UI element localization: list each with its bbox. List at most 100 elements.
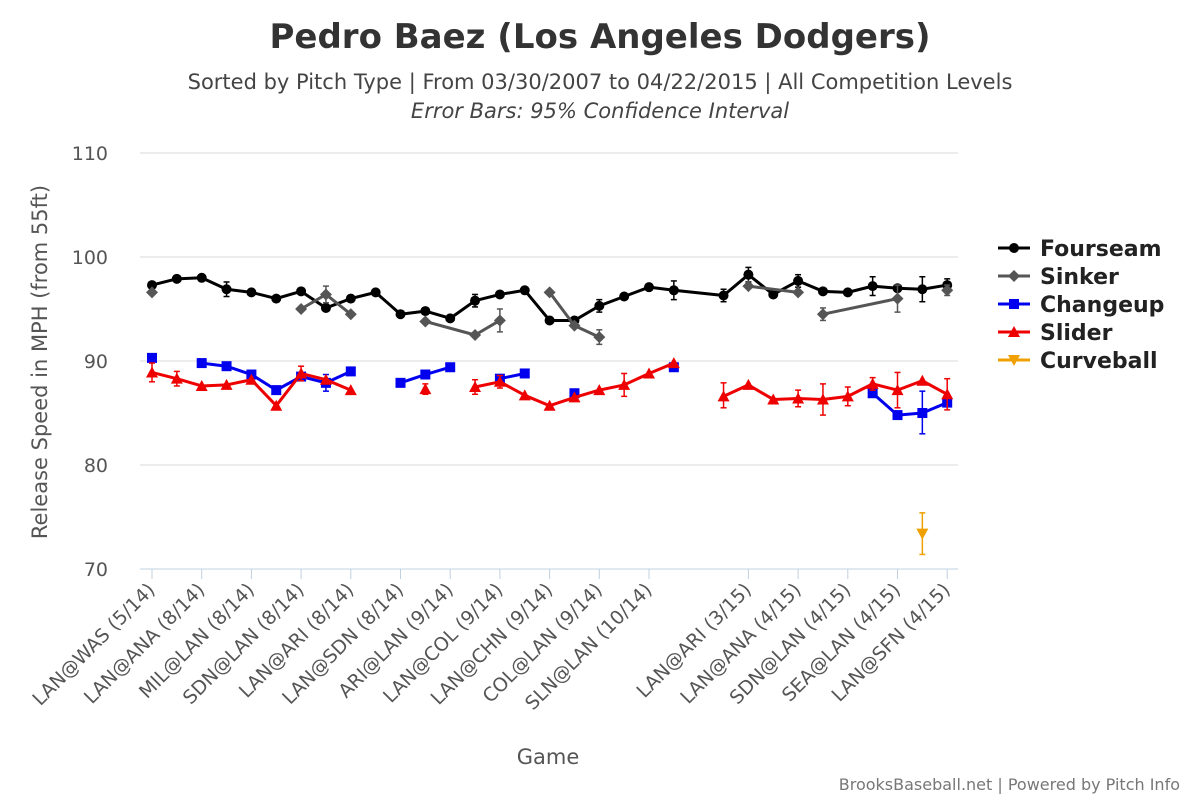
legend-marker-changeup: [1009, 299, 1019, 309]
data-point-slider: [841, 390, 854, 402]
data-point-slider: [146, 366, 158, 378]
legend-label-curveball: Curveball: [1040, 349, 1158, 374]
data-point-sinker: [792, 286, 805, 299]
y-tick-label-70: 70: [84, 559, 108, 581]
chart-title: Pedro Baez (Los Angeles Dodgers): [269, 17, 930, 57]
data-point-fourseam: [544, 315, 555, 326]
credit-text: BrooksBaseball.net | Powered by Pitch In…: [839, 775, 1180, 794]
data-point-fourseam: [644, 282, 654, 293]
data-point-changeup: [196, 358, 207, 369]
data-point-slider: [344, 384, 357, 396]
data-point-fourseam: [817, 286, 828, 297]
data-point-changeup: [892, 410, 903, 421]
y-tick-label-100: 100: [72, 247, 108, 269]
data-point-fourseam: [246, 287, 257, 298]
data-point-fourseam: [668, 285, 679, 296]
data-point-fourseam: [494, 289, 505, 300]
data-point-fourseam: [271, 293, 282, 304]
data-point-slider: [618, 378, 631, 390]
data-point-fourseam: [917, 284, 928, 295]
data-point-fourseam: [345, 293, 356, 304]
data-point-sinker: [419, 315, 432, 328]
data-point-changeup: [420, 369, 431, 380]
y-axis-title: Release Speed in MPH (from 55ft): [28, 185, 52, 539]
y-tick-label-80: 80: [84, 455, 108, 477]
legend-label-slider: Slider: [1040, 321, 1113, 346]
data-point-slider: [941, 388, 954, 400]
y-tick-label-90: 90: [84, 351, 108, 373]
data-point-changeup: [395, 377, 406, 388]
data-point-changeup: [345, 366, 356, 377]
data-point-fourseam: [743, 269, 754, 280]
data-point-fourseam: [296, 286, 307, 297]
data-point-fourseam: [171, 273, 182, 284]
data-point-slider: [916, 374, 929, 386]
data-point-slider: [792, 392, 805, 404]
data-point-fourseam: [196, 272, 207, 283]
series-sinker: [146, 280, 954, 346]
data-point-fourseam: [470, 295, 481, 306]
grid: 70 80 90 100 110: [72, 143, 958, 581]
data-point-fourseam: [768, 289, 779, 300]
legend-item-sinker[interactable]: Sinker: [998, 265, 1119, 290]
data-point-changeup: [147, 352, 157, 363]
y-tick-label-110: 110: [72, 143, 108, 165]
data-point-slider: [195, 379, 208, 391]
data-point-slider: [270, 399, 283, 411]
data-point-curveball: [916, 528, 929, 540]
data-point-changeup: [445, 362, 456, 373]
data-point-slider: [319, 373, 332, 385]
data-point-slider: [493, 375, 506, 387]
x-axis: LAN@WAS (5/14)LAN@ANA (8/14)MIL@LAN (8/1…: [28, 568, 958, 715]
data-point-slider: [518, 389, 531, 401]
data-point-sinker: [295, 303, 308, 315]
data-point-fourseam: [619, 291, 630, 302]
series-changeup: [147, 352, 953, 435]
x-axis-title: Game: [517, 745, 580, 769]
legend-item-changeup[interactable]: Changeup: [998, 293, 1164, 318]
data-point-sinker: [469, 329, 482, 341]
data-point-fourseam: [395, 309, 406, 320]
data-point-sinker: [891, 292, 904, 305]
series-line-sinker: [822, 297, 898, 316]
series-line-sinker: [424, 319, 501, 337]
chart-error-bar-note: Error Bars: 95% Confidence Interval: [411, 99, 789, 123]
data-point-sinker: [593, 331, 606, 344]
data-point-sinker: [543, 286, 556, 299]
series-line-sinker: [748, 284, 799, 294]
data-point-slider: [643, 367, 655, 379]
data-point-sinker: [941, 284, 954, 297]
data-point-changeup: [867, 388, 878, 399]
data-point-slider: [742, 378, 755, 390]
legend-label-fourseam: Fourseam: [1040, 237, 1162, 262]
legend-label-changeup: Changeup: [1040, 293, 1164, 318]
data-point-slider: [245, 373, 258, 385]
data-point-slider: [667, 357, 680, 369]
data-point-slider: [568, 391, 581, 403]
plot-area: [146, 266, 954, 556]
data-point-slider: [866, 377, 879, 389]
data-point-sinker: [816, 308, 829, 321]
data-point-slider: [469, 381, 482, 392]
legend-item-curveball[interactable]: Curveball: [998, 349, 1158, 374]
legend[interactable]: Fourseam Sinker Changeup Slider Curveball: [998, 237, 1164, 374]
data-point-fourseam: [370, 287, 381, 298]
data-point-sinker: [319, 288, 332, 301]
legend-item-slider[interactable]: Slider: [998, 321, 1113, 346]
data-point-fourseam: [221, 284, 232, 295]
data-point-slider: [717, 390, 730, 402]
data-point-sinker: [493, 314, 506, 327]
chart-subtitle: Sorted by Pitch Type | From 03/30/2007 t…: [188, 70, 1013, 95]
legend-label-sinker: Sinker: [1040, 265, 1119, 290]
data-point-fourseam: [594, 300, 605, 311]
data-point-changeup: [917, 408, 928, 418]
data-point-slider: [593, 384, 606, 396]
data-point-changeup: [519, 368, 530, 379]
series-curveball: [916, 512, 929, 556]
series-slider: [146, 357, 954, 416]
legend-item-fourseam[interactable]: Fourseam: [998, 237, 1162, 262]
data-point-changeup: [271, 385, 282, 396]
data-point-fourseam: [320, 302, 331, 313]
legend-marker-sinker: [1008, 270, 1020, 282]
